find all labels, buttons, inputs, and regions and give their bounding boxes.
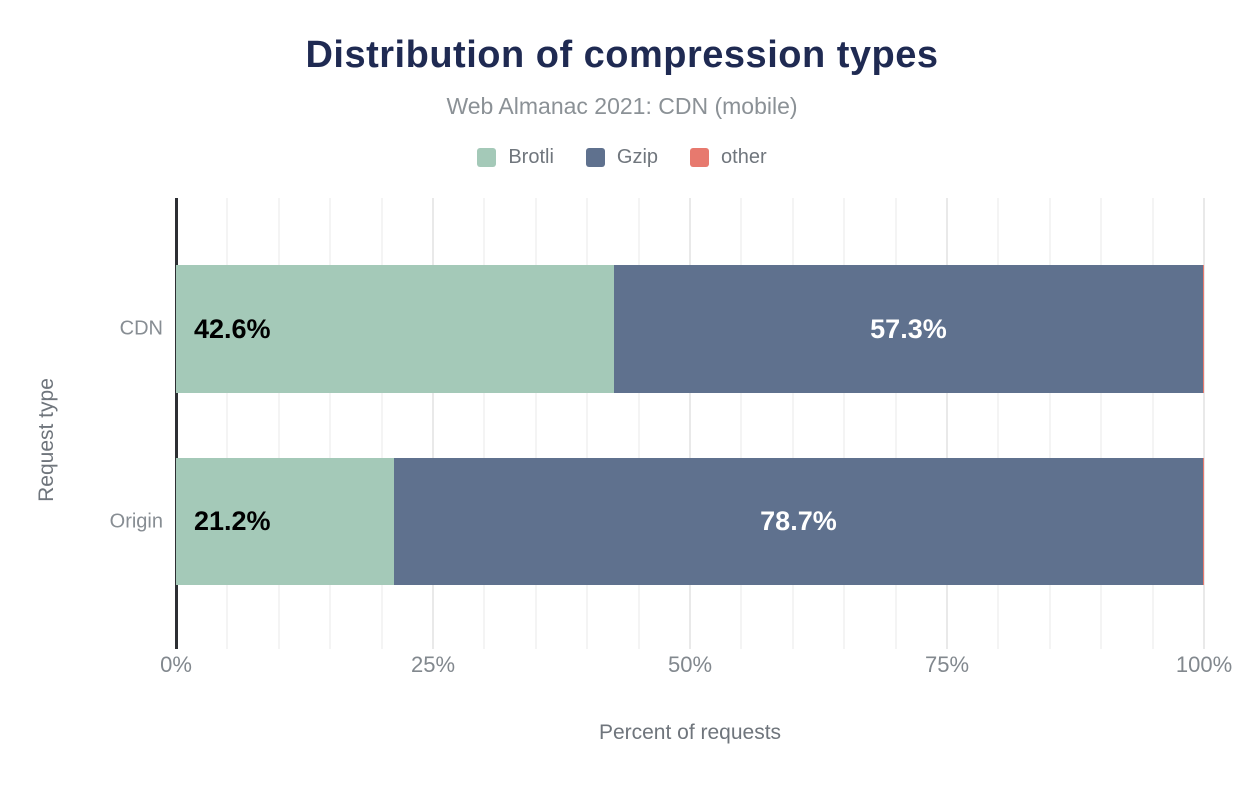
bar-segment-gzip-cdn[interactable]: 57.3%: [613, 265, 1203, 393]
minor-gridline: [997, 198, 1000, 649]
chart-title: Distribution of compression types: [305, 34, 939, 76]
minor-gridline: [277, 198, 280, 649]
legend-item-gzip: Gzip: [585, 146, 659, 169]
bar-segment-gzip-origin[interactable]: 78.7%: [393, 458, 1203, 585]
y-axis-title: Request type: [35, 378, 58, 502]
minor-gridline: [586, 198, 589, 649]
value-label-brotli-cdn: 42.6%: [194, 313, 271, 344]
value-label-gzip-origin: 78.7%: [760, 506, 837, 536]
x-tick-label-25-: 25%: [410, 652, 456, 677]
bar-segment-brotli-cdn[interactable]: 42.6%: [176, 265, 614, 393]
x-tick-label-75-: 75%: [924, 652, 970, 677]
bar-segment-other-origin[interactable]: [1202, 458, 1204, 585]
major-gridline: [946, 198, 948, 649]
bar-origin: 21.2% 78.7%: [176, 458, 1204, 585]
minor-gridline: [791, 198, 794, 649]
minor-gridline: [534, 198, 537, 649]
legend-swatch-brotli: [477, 148, 497, 167]
category-label-cdn: CDN: [119, 317, 163, 340]
bar-segment-brotli-origin[interactable]: 21.2%: [176, 458, 394, 585]
major-gridline: [432, 198, 434, 649]
minor-gridline: [1100, 198, 1103, 649]
plot-area: 42.6% 57.3% 21.2% 78.7%: [175, 198, 1205, 649]
category-label-origin: Origin: [109, 510, 163, 532]
legend-label: other: [721, 146, 767, 168]
minor-gridline: [740, 198, 743, 649]
legend-item-other: other: [690, 146, 767, 169]
minor-gridline: [894, 198, 897, 649]
legend-label: Brotli: [508, 146, 554, 168]
value-label-gzip-cdn: 57.3%: [870, 313, 947, 344]
value-label-brotli-origin: 21.2%: [194, 506, 271, 536]
x-tick-label-100-: 100%: [1175, 652, 1233, 677]
y-axis-line: [175, 198, 178, 649]
legend-swatch-other: [690, 148, 710, 167]
x-tick-label-50-: 50%: [667, 652, 713, 677]
legend-item-brotli: Brotli: [477, 146, 554, 169]
minor-gridline: [1151, 198, 1154, 649]
bar-segment-other-cdn[interactable]: [1202, 265, 1204, 393]
legend: Brotli Gzip other: [0, 146, 1244, 169]
legend-swatch-gzip: [585, 148, 605, 167]
major-gridline: [1203, 198, 1205, 649]
minor-gridline: [329, 198, 332, 649]
minor-gridline: [380, 198, 383, 649]
minor-gridline: [637, 198, 640, 649]
x-axis-title: Percent of requests: [598, 721, 782, 744]
bar-cdn: 42.6% 57.3%: [176, 265, 1204, 393]
major-gridline: [689, 198, 691, 649]
minor-gridline: [1048, 198, 1051, 649]
x-tick-label-0-: 0%: [160, 652, 192, 677]
minor-gridline: [226, 198, 229, 649]
legend-label: Gzip: [616, 146, 659, 168]
minor-gridline: [843, 198, 846, 649]
minor-gridline: [483, 198, 486, 649]
chart-subtitle: Web Almanac 2021: CDN (mobile): [446, 93, 798, 119]
